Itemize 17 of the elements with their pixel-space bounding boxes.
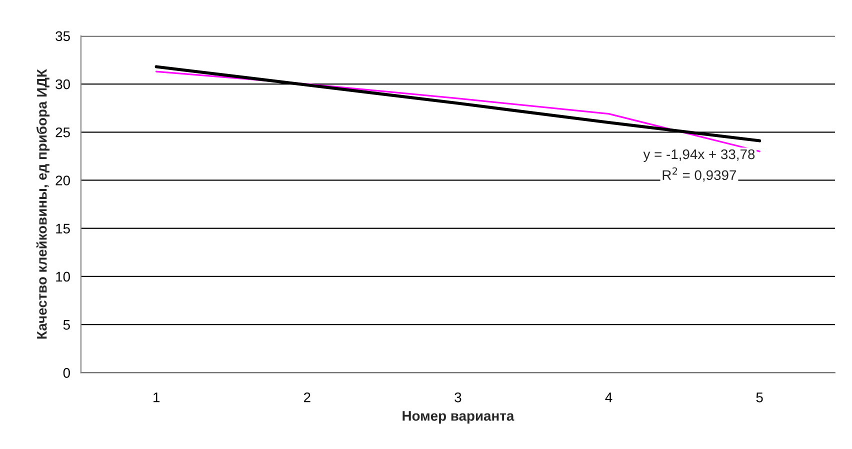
x-tick-label: 1 xyxy=(154,392,160,402)
y-tick-label: 25 xyxy=(56,127,70,138)
y-tick-label: 5 xyxy=(63,320,70,330)
y-tick-label: 30 xyxy=(56,79,70,90)
y-tick-label: 15 xyxy=(56,224,70,234)
x-tick-label: 4 xyxy=(605,392,612,402)
x-tick-label: 5 xyxy=(756,392,763,402)
y-tick-label: 20 xyxy=(56,176,70,186)
y-tick-label: 0 xyxy=(63,368,70,378)
y-tick-label: 10 xyxy=(56,272,70,282)
x-axis-title: Номер варианта xyxy=(402,411,514,424)
y-axis-title: Качество клейковины, ед прибора ИДК xyxy=(36,69,50,339)
y-tick-label: 35 xyxy=(56,31,70,42)
annotation: y = -1,94x + 33,78 xyxy=(643,149,755,162)
x-tick-label: 2 xyxy=(304,392,310,402)
annotation: R$^{2}$ = 0,9397 xyxy=(662,167,736,182)
x-tick-label: 3 xyxy=(454,392,462,402)
